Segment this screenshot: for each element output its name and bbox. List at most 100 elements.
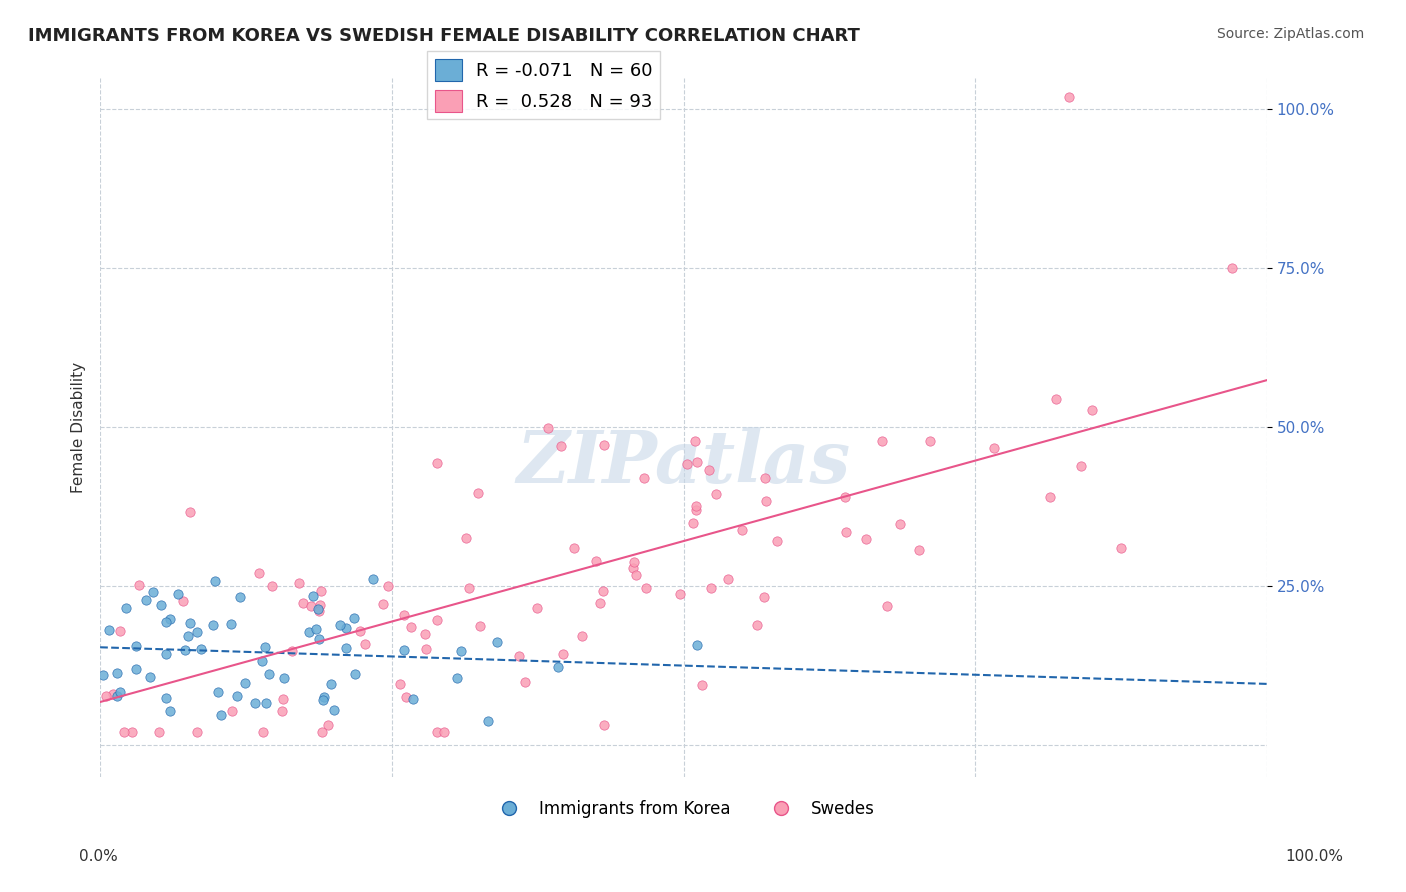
Swedes	[907, 542, 929, 557]
Immigrants from Korea	[229, 590, 252, 604]
Swedes	[186, 725, 208, 739]
Swedes	[271, 691, 294, 706]
Swedes	[550, 439, 572, 453]
Immigrants from Korea	[235, 675, 257, 690]
Swedes	[717, 572, 740, 586]
Swedes	[179, 505, 201, 519]
Swedes	[918, 434, 941, 448]
Immigrants from Korea	[98, 623, 121, 637]
Swedes	[413, 627, 436, 641]
Immigrants from Korea	[307, 602, 329, 616]
Swedes	[1045, 392, 1067, 406]
Swedes	[745, 618, 768, 632]
Swedes	[457, 581, 479, 595]
Swedes	[377, 579, 399, 593]
Swedes	[311, 725, 333, 739]
Swedes	[121, 725, 143, 739]
Immigrants from Korea	[547, 659, 569, 673]
Swedes	[172, 594, 194, 608]
Immigrants from Korea	[273, 671, 295, 685]
Swedes	[392, 607, 415, 622]
Swedes	[426, 613, 449, 627]
Immigrants from Korea	[159, 612, 181, 626]
Swedes	[309, 584, 332, 599]
Swedes	[562, 541, 585, 556]
Text: ZIPatlas: ZIPatlas	[516, 426, 851, 498]
Immigrants from Korea	[105, 665, 128, 680]
Text: IMMIGRANTS FROM KOREA VS SWEDISH FEMALE DISABILITY CORRELATION CHART: IMMIGRANTS FROM KOREA VS SWEDISH FEMALE …	[28, 27, 860, 45]
Immigrants from Korea	[485, 635, 508, 649]
Immigrants from Korea	[402, 691, 425, 706]
Immigrants from Korea	[186, 625, 208, 640]
Swedes	[537, 421, 560, 435]
Swedes	[1109, 541, 1132, 555]
Swedes	[593, 438, 616, 452]
Text: 0.0%: 0.0%	[79, 849, 118, 863]
Swedes	[247, 566, 270, 580]
Swedes	[388, 677, 411, 691]
Swedes	[426, 456, 449, 470]
Immigrants from Korea	[343, 611, 366, 625]
Immigrants from Korea	[298, 625, 321, 640]
Immigrants from Korea	[301, 589, 323, 603]
Swedes	[752, 590, 775, 604]
Swedes	[526, 601, 548, 615]
Swedes	[685, 455, 707, 469]
Swedes	[766, 533, 789, 548]
Swedes	[731, 523, 754, 537]
Swedes	[754, 471, 776, 485]
Swedes	[624, 568, 647, 582]
Immigrants from Korea	[110, 684, 132, 698]
Text: 100.0%: 100.0%	[1285, 849, 1344, 863]
Immigrants from Korea	[319, 677, 342, 691]
Swedes	[1081, 402, 1104, 417]
Immigrants from Korea	[323, 702, 346, 716]
Swedes	[633, 471, 655, 485]
Immigrants from Korea	[190, 641, 212, 656]
Swedes	[299, 599, 322, 613]
Immigrants from Korea	[179, 616, 201, 631]
Swedes	[983, 441, 1005, 455]
Swedes	[252, 725, 274, 739]
Y-axis label: Female Disability: Female Disability	[72, 361, 86, 492]
Swedes	[834, 490, 856, 504]
Immigrants from Korea	[253, 640, 276, 654]
Immigrants from Korea	[207, 684, 229, 698]
Swedes	[704, 487, 727, 501]
Swedes	[1070, 459, 1092, 474]
Swedes	[270, 704, 292, 718]
Immigrants from Korea	[174, 642, 197, 657]
Immigrants from Korea	[124, 639, 146, 653]
Swedes	[870, 434, 893, 448]
Immigrants from Korea	[155, 647, 177, 661]
Immigrants from Korea	[477, 714, 499, 728]
Immigrants from Korea	[166, 587, 188, 601]
Immigrants from Korea	[159, 704, 181, 718]
Swedes	[592, 584, 614, 599]
Swedes	[373, 597, 395, 611]
Immigrants from Korea	[142, 584, 165, 599]
Swedes	[700, 581, 723, 595]
Swedes	[623, 555, 645, 569]
Immigrants from Korea	[155, 615, 177, 630]
Immigrants from Korea	[685, 638, 707, 652]
Swedes	[426, 725, 449, 739]
Text: Source: ZipAtlas.com: Source: ZipAtlas.com	[1216, 27, 1364, 41]
Swedes	[634, 582, 657, 596]
Swedes	[876, 599, 898, 613]
Swedes	[395, 690, 418, 704]
Swedes	[755, 493, 778, 508]
Swedes	[889, 517, 911, 532]
Swedes	[103, 688, 125, 702]
Swedes	[128, 578, 150, 592]
Immigrants from Korea	[219, 617, 242, 632]
Swedes	[669, 587, 692, 601]
Immigrants from Korea	[305, 623, 328, 637]
Immigrants from Korea	[254, 696, 277, 710]
Swedes	[621, 561, 644, 575]
Immigrants from Korea	[335, 640, 357, 655]
Swedes	[467, 486, 489, 500]
Swedes	[1039, 490, 1062, 504]
Swedes	[260, 579, 283, 593]
Swedes	[690, 678, 713, 692]
